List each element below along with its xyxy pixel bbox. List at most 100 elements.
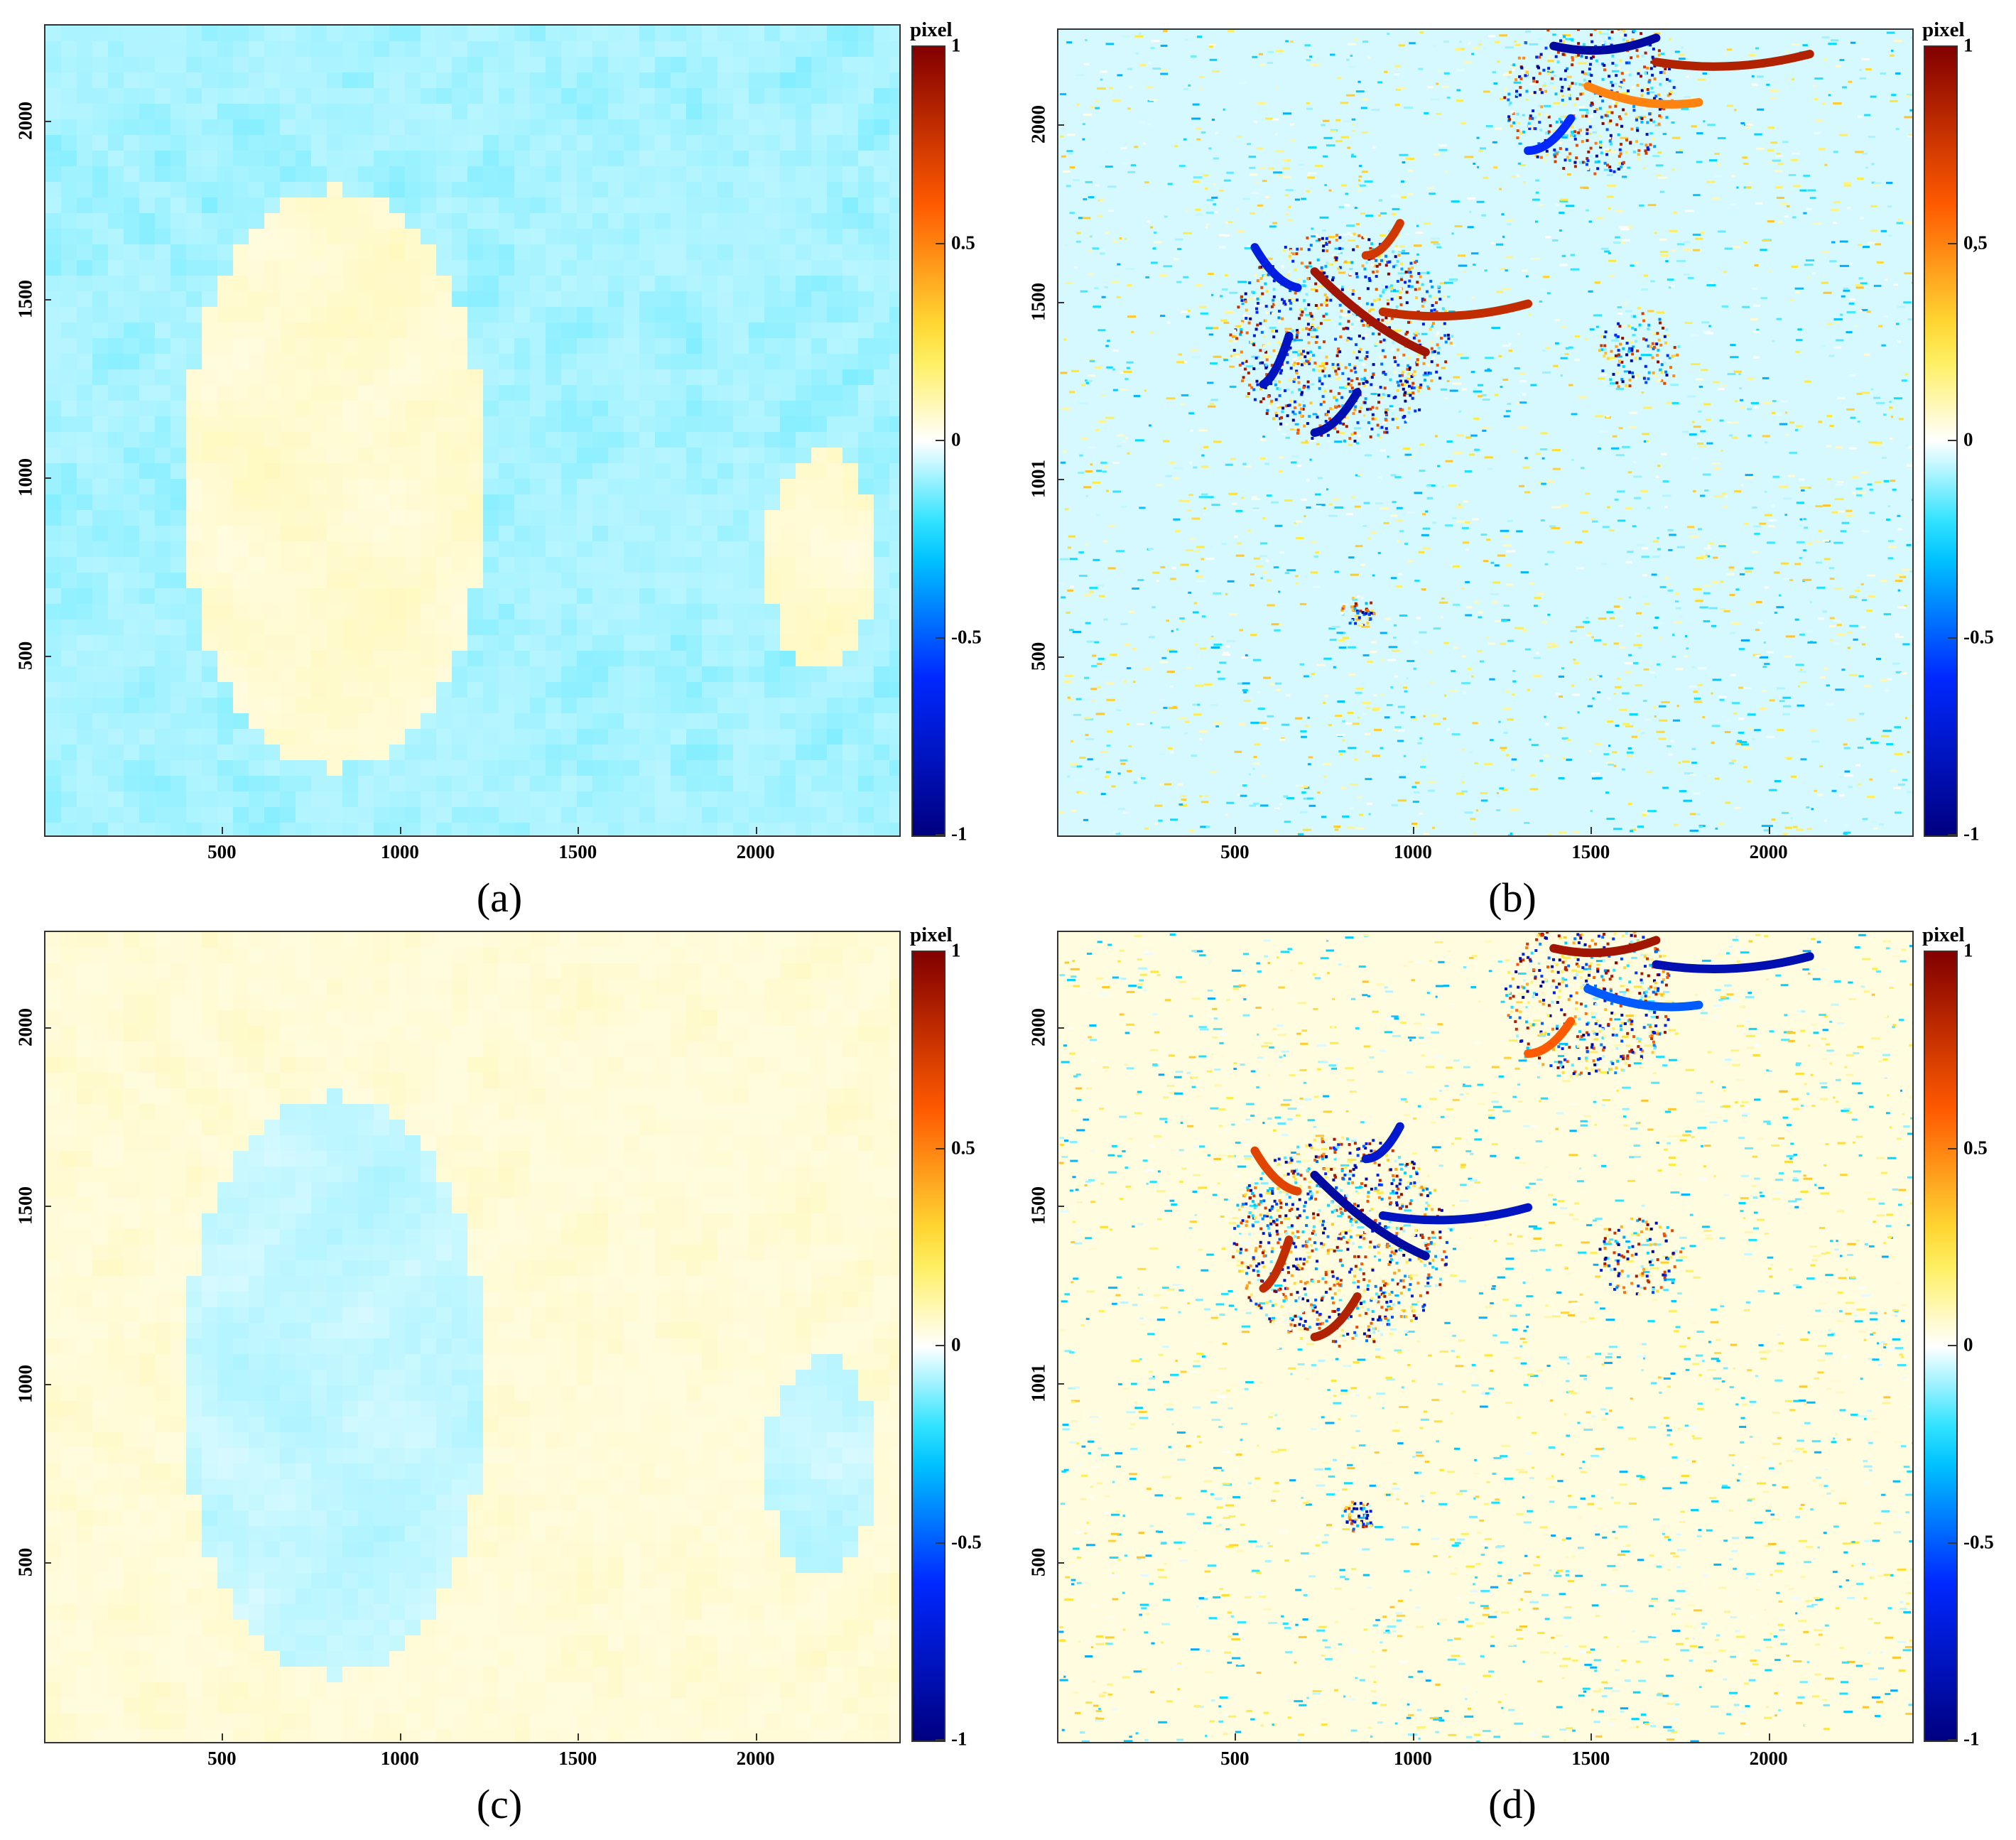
heatmap-speckle bbox=[1456, 353, 1463, 356]
heatmap-speckle bbox=[1733, 246, 1740, 249]
heatmap-speckle bbox=[1265, 560, 1269, 563]
heatmap-cell bbox=[827, 448, 843, 464]
heatmap-speckle bbox=[1340, 234, 1348, 236]
heatmap-cell bbox=[842, 229, 859, 245]
heatmap-cell bbox=[717, 526, 734, 542]
heatmap-cell bbox=[671, 197, 687, 214]
heatmap-cell bbox=[467, 463, 484, 480]
heatmap-speckle bbox=[1637, 307, 1642, 310]
heatmap-cell bbox=[592, 26, 609, 42]
heatmap-speckle bbox=[1650, 280, 1655, 283]
heatmap-speckle bbox=[1159, 699, 1166, 702]
heatmap-speckle bbox=[1125, 437, 1128, 440]
heatmap-speckle bbox=[1173, 518, 1181, 521]
heatmap-speckle bbox=[1615, 454, 1625, 457]
heatmap-cell bbox=[405, 760, 421, 776]
heatmap-cell bbox=[374, 41, 390, 58]
heatmap-cell bbox=[155, 354, 171, 370]
heatmap-speckle bbox=[1438, 148, 1448, 151]
heatmap-cell bbox=[155, 698, 171, 714]
heatmap-speckle bbox=[1807, 641, 1817, 644]
heatmap-cell bbox=[671, 41, 687, 58]
heatmap-cell bbox=[717, 448, 734, 464]
heatmap-cell bbox=[608, 41, 624, 58]
heatmap-speckle bbox=[1707, 545, 1711, 548]
heatmap-cell bbox=[202, 823, 218, 835]
heatmap-cell bbox=[702, 291, 718, 308]
heatmap-cell bbox=[61, 791, 77, 808]
heatmap-cell bbox=[311, 104, 327, 120]
heatmap-speckle bbox=[1250, 173, 1258, 176]
heatmap-cell bbox=[155, 526, 171, 542]
heatmap-cell bbox=[311, 213, 327, 229]
heatmap-cell bbox=[108, 182, 124, 198]
heatmap-cell bbox=[483, 682, 499, 698]
heatmap-cell bbox=[342, 573, 359, 589]
heatmap-speckle bbox=[1269, 225, 1277, 228]
heatmap-cell bbox=[405, 526, 421, 542]
heatmap-speckle bbox=[1186, 509, 1192, 512]
heatmap-cell bbox=[733, 494, 749, 511]
heatmap-cell bbox=[842, 291, 859, 308]
heatmap-speckle bbox=[1417, 742, 1422, 745]
heatmap-speckle bbox=[1690, 535, 1698, 538]
heatmap-cell bbox=[842, 651, 859, 667]
heatmap-speckle bbox=[1794, 428, 1799, 431]
heatmap-speckle bbox=[1083, 818, 1089, 821]
heatmap-cell bbox=[311, 666, 327, 683]
heatmap-cell bbox=[342, 229, 359, 245]
heatmap-cell bbox=[702, 651, 718, 667]
heatmap-speckle bbox=[1186, 549, 1193, 552]
heatmap-speckle bbox=[1500, 642, 1506, 645]
heatmap-cell bbox=[764, 385, 781, 401]
heatmap-cell bbox=[296, 307, 312, 323]
heatmap-speckle bbox=[1358, 184, 1366, 187]
heatmap-cell bbox=[217, 307, 234, 323]
heatmap-speckle bbox=[1512, 670, 1516, 673]
heatmap-cell bbox=[702, 369, 718, 386]
heatmap-speckle bbox=[1380, 747, 1384, 749]
heatmap-cell bbox=[389, 635, 406, 651]
heatmap-speckle bbox=[1508, 342, 1512, 345]
heatmap-cell bbox=[764, 526, 781, 542]
heatmap-cell bbox=[155, 448, 171, 464]
heatmap-speckle bbox=[1644, 718, 1651, 721]
heatmap-cell bbox=[796, 479, 812, 495]
heatmap-speckle bbox=[1149, 722, 1153, 725]
heatmap-cell bbox=[858, 385, 874, 401]
heatmap-cell bbox=[671, 166, 687, 183]
heatmap-cell bbox=[170, 666, 187, 683]
heatmap-cell bbox=[202, 635, 218, 651]
heatmap-cell bbox=[421, 276, 437, 292]
heatmap-speckle bbox=[1706, 555, 1710, 558]
heatmap-speckle bbox=[1360, 107, 1367, 109]
heatmap-cell bbox=[780, 745, 796, 761]
heatmap-cell bbox=[124, 213, 140, 229]
heatmap-cell bbox=[733, 666, 749, 683]
heatmap-cell bbox=[155, 823, 171, 835]
heatmap-speckle bbox=[1462, 748, 1465, 751]
heatmap-cell bbox=[483, 72, 499, 89]
heatmap-cell bbox=[780, 135, 796, 151]
heatmap-speckle bbox=[1069, 558, 1078, 561]
heatmap-cell bbox=[233, 745, 249, 761]
heatmap-speckle bbox=[1459, 40, 1462, 43]
heatmap-speckle bbox=[1283, 795, 1289, 798]
heatmap-cell bbox=[499, 651, 515, 667]
heatmap-speckle bbox=[1811, 272, 1816, 275]
heatmap-speckle bbox=[1107, 185, 1117, 188]
heatmap-cell bbox=[421, 682, 437, 698]
heatmap-cell bbox=[858, 338, 874, 355]
heatmap-cell bbox=[264, 416, 281, 433]
heatmap-speckle bbox=[1814, 789, 1817, 792]
heatmap-cell bbox=[296, 588, 312, 605]
heatmap-speckle bbox=[1065, 282, 1073, 285]
heatmap-cell bbox=[655, 104, 671, 120]
heatmap-cell bbox=[249, 354, 265, 370]
heatmap-cell bbox=[592, 588, 609, 605]
heatmap-cell bbox=[608, 682, 624, 698]
heatmap-speckle bbox=[1165, 475, 1172, 477]
heatmap-speckle bbox=[1277, 174, 1283, 177]
heatmap-speckle bbox=[1617, 490, 1625, 493]
heatmap-cell bbox=[217, 338, 234, 355]
